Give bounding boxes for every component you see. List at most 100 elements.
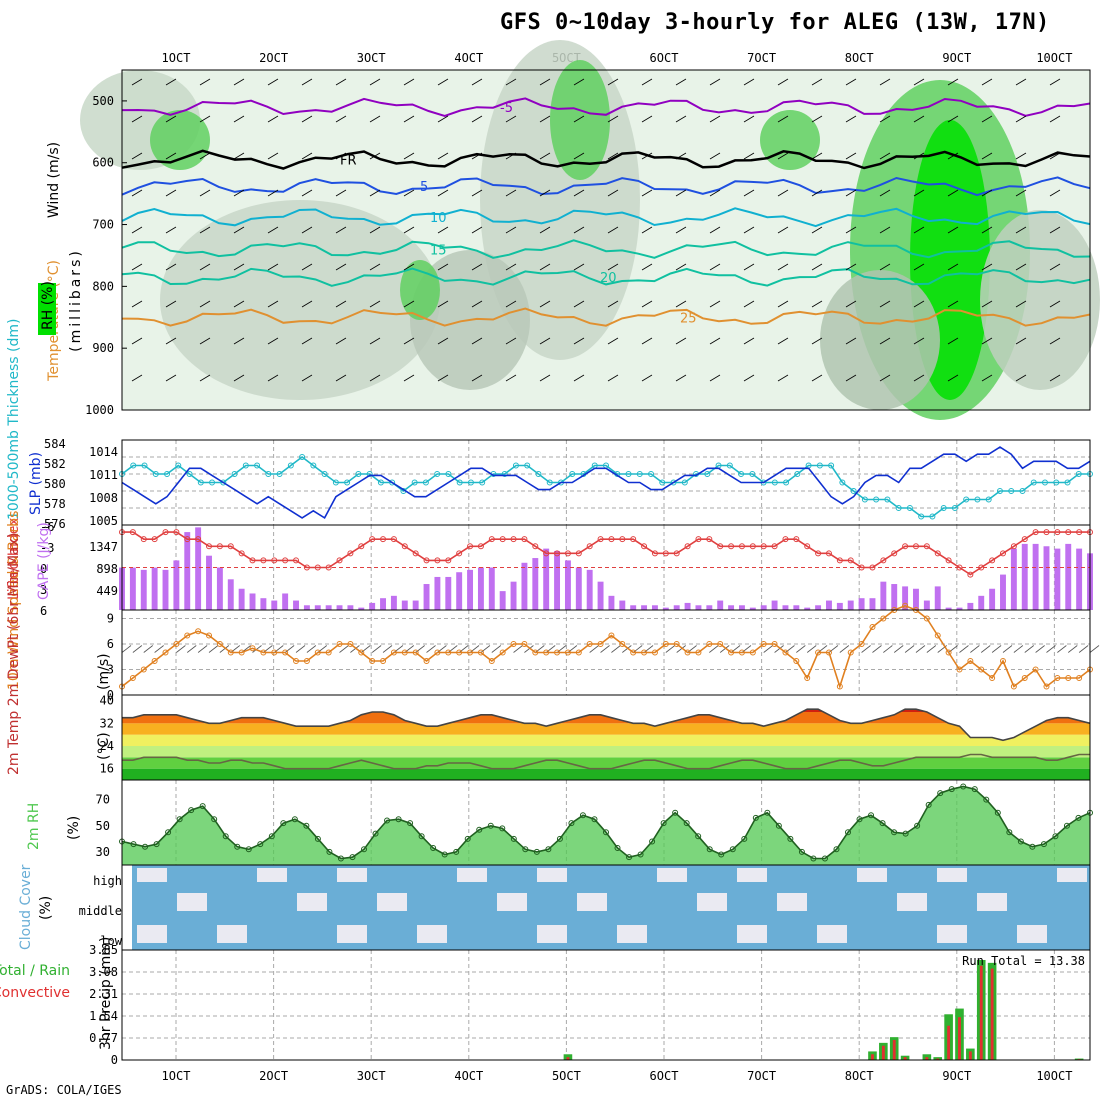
wind-barb xyxy=(131,263,143,271)
date-tick-top: 10OCT xyxy=(1036,51,1072,65)
cape-bar xyxy=(445,576,452,610)
cape-bar xyxy=(728,605,735,610)
wind-barb xyxy=(915,645,926,653)
cape-bar xyxy=(325,605,332,610)
wind-barb xyxy=(350,645,360,653)
wind-barb xyxy=(947,226,959,234)
li-tick: 0 xyxy=(40,562,47,576)
cloud-gap xyxy=(337,925,367,943)
wind-barb xyxy=(505,152,517,160)
wind-barb xyxy=(573,300,585,308)
rh-line-point xyxy=(199,803,206,810)
wind-tick: 0 xyxy=(107,688,114,702)
cloud-gap xyxy=(217,925,247,943)
cape-bar xyxy=(1021,543,1028,610)
rh-line-point xyxy=(1052,833,1059,840)
wind-barb xyxy=(883,645,893,653)
wind-barb xyxy=(556,645,567,653)
date-tick-bottom: 10OCT xyxy=(1036,1069,1072,1083)
wind-barb xyxy=(539,374,551,382)
wind-speed-line-point xyxy=(967,658,974,664)
wind-barb xyxy=(505,226,517,234)
cape-bar xyxy=(967,602,974,610)
temp-band xyxy=(122,723,1090,735)
cape-bar xyxy=(771,600,778,610)
wind-barb xyxy=(913,152,925,160)
cape-bar xyxy=(858,598,865,610)
wind-barb xyxy=(403,189,415,197)
wind-barb xyxy=(730,645,741,653)
wind-speed-line-point xyxy=(140,666,147,673)
cape-bar xyxy=(151,567,158,610)
wind-barb xyxy=(1078,645,1089,653)
wind-barb xyxy=(301,152,313,160)
wind-barb xyxy=(774,645,784,653)
cape-bar xyxy=(1043,546,1050,610)
lifted-index-line-point xyxy=(586,543,593,550)
wind-barb xyxy=(777,263,789,271)
isotherm-label: FR xyxy=(340,154,357,169)
rh-line-point xyxy=(165,829,172,836)
cape-bar xyxy=(902,586,909,610)
cloud-gap xyxy=(177,893,207,911)
wind-barb xyxy=(777,374,789,382)
wind-barb xyxy=(709,263,721,271)
lifted-index-line-point xyxy=(999,550,1006,557)
wind-barb xyxy=(589,645,599,653)
cape-bar xyxy=(521,562,528,610)
wind-barb xyxy=(981,263,993,271)
wind-barb xyxy=(845,152,857,160)
wind-barb xyxy=(208,645,219,653)
wind-barb xyxy=(709,152,721,160)
wind-barb xyxy=(611,645,621,653)
rh-line-point xyxy=(983,796,990,803)
rh-line-point xyxy=(556,835,563,842)
wind-barb xyxy=(369,115,381,123)
wind-speed-line-point xyxy=(1021,675,1028,681)
wind-speed-line-point xyxy=(216,641,223,647)
isotherm-line xyxy=(121,207,1091,228)
wind-barb xyxy=(131,226,143,234)
wind-barb xyxy=(131,300,143,308)
thickness-line-point xyxy=(231,471,238,477)
wind-barb xyxy=(233,263,245,271)
wind-barb xyxy=(393,645,404,653)
wind-barb xyxy=(777,189,789,197)
wind-speed-line-point xyxy=(1043,683,1050,690)
wind-barb xyxy=(187,645,197,653)
cape-bar xyxy=(412,600,419,610)
wind-barb xyxy=(131,374,143,382)
wind-barb xyxy=(1057,645,1067,653)
precip-convective-bar xyxy=(903,1057,907,1060)
cloud-gap xyxy=(737,925,767,943)
rh-line-point xyxy=(361,846,367,853)
wind-barb xyxy=(980,645,991,653)
wind-barb xyxy=(339,645,349,653)
wind-barb xyxy=(947,189,959,197)
wind-barb xyxy=(607,189,619,197)
wind-speed-line-point xyxy=(999,658,1006,664)
wind-barb xyxy=(743,115,755,123)
wind-barb xyxy=(777,226,789,234)
temp-band xyxy=(122,757,1090,769)
rh-shading xyxy=(550,60,610,180)
wind-barb xyxy=(437,300,449,308)
wind-barb xyxy=(165,374,177,382)
wind-barb xyxy=(199,263,211,271)
wind-barb xyxy=(267,78,279,86)
wind-barb xyxy=(947,263,959,271)
wind-barb xyxy=(1015,189,1027,197)
lifted-index-line-point xyxy=(336,557,343,564)
wind-barb xyxy=(1015,300,1027,308)
wind-barb xyxy=(607,263,619,271)
date-tick-bottom: 3OCT xyxy=(357,1069,386,1083)
wind-barb xyxy=(709,300,721,308)
wind-barb xyxy=(743,152,755,160)
wind-barb xyxy=(469,645,480,653)
lifted-index-line-point xyxy=(1021,536,1028,543)
wind-barb xyxy=(513,645,523,653)
wind-barb xyxy=(947,115,959,123)
wind-barb xyxy=(199,374,211,382)
wind-barb xyxy=(437,152,449,160)
cape-bar xyxy=(564,560,571,610)
